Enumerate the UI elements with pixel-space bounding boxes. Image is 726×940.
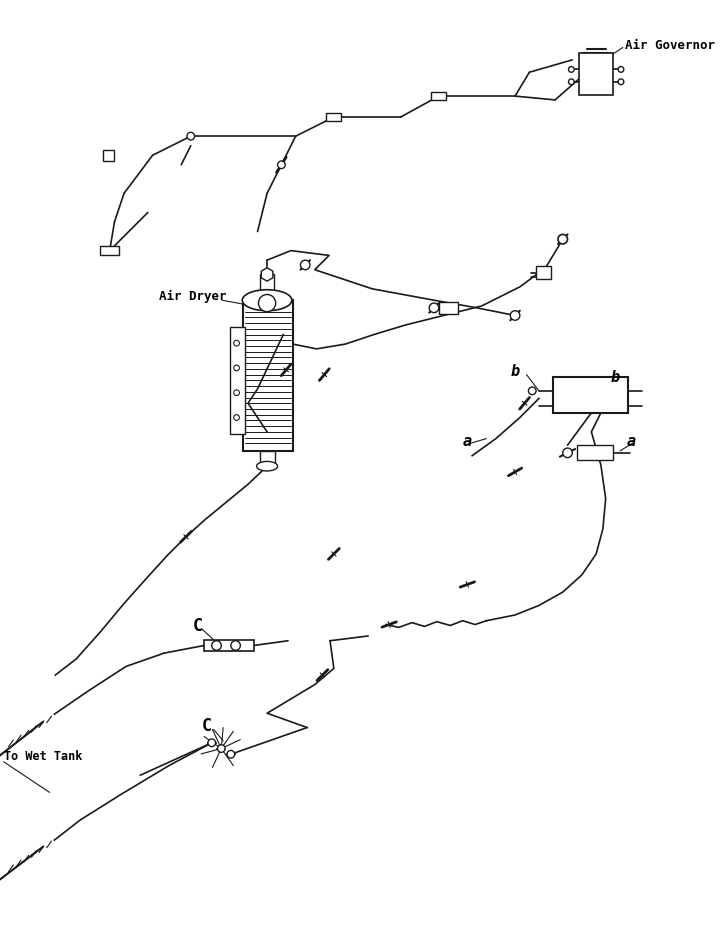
Bar	[579, 54, 613, 95]
Circle shape	[429, 303, 439, 313]
Circle shape	[277, 161, 285, 168]
Circle shape	[529, 387, 536, 395]
Text: Air Governor: Air Governor	[625, 39, 715, 52]
Text: a: a	[462, 434, 472, 449]
Circle shape	[231, 641, 240, 650]
Text: b: b	[510, 365, 519, 379]
Circle shape	[563, 448, 572, 458]
Circle shape	[301, 260, 310, 270]
Circle shape	[568, 79, 574, 85]
Bar	[100, 246, 119, 256]
Bar	[439, 302, 458, 314]
Circle shape	[558, 234, 568, 244]
Circle shape	[510, 311, 520, 321]
Circle shape	[218, 744, 225, 752]
Text: Air Dryer: Air Dryer	[159, 290, 227, 303]
Bar	[553, 377, 627, 413]
Text: a: a	[627, 434, 636, 449]
Circle shape	[618, 79, 624, 85]
Ellipse shape	[256, 462, 277, 471]
Bar	[431, 92, 446, 100]
Circle shape	[234, 365, 240, 370]
Circle shape	[258, 294, 276, 312]
Ellipse shape	[242, 290, 292, 311]
Text: C: C	[203, 716, 212, 735]
Polygon shape	[261, 268, 273, 281]
Circle shape	[618, 67, 624, 72]
Bar	[243, 300, 293, 451]
Circle shape	[568, 67, 574, 72]
Text: b: b	[611, 370, 619, 385]
Bar	[261, 451, 274, 466]
Bar	[577, 446, 613, 461]
Circle shape	[187, 133, 195, 140]
Bar	[230, 327, 245, 433]
Text: C: C	[192, 618, 203, 635]
Circle shape	[212, 641, 221, 650]
Bar	[536, 266, 551, 279]
Text: To Wet Tank: To Wet Tank	[4, 750, 82, 762]
Circle shape	[227, 750, 234, 758]
Circle shape	[234, 415, 240, 420]
Bar	[261, 274, 274, 293]
Circle shape	[234, 340, 240, 346]
Circle shape	[234, 390, 240, 396]
Circle shape	[208, 739, 216, 746]
Bar	[204, 640, 253, 651]
Bar	[103, 149, 115, 161]
Bar	[326, 113, 341, 121]
